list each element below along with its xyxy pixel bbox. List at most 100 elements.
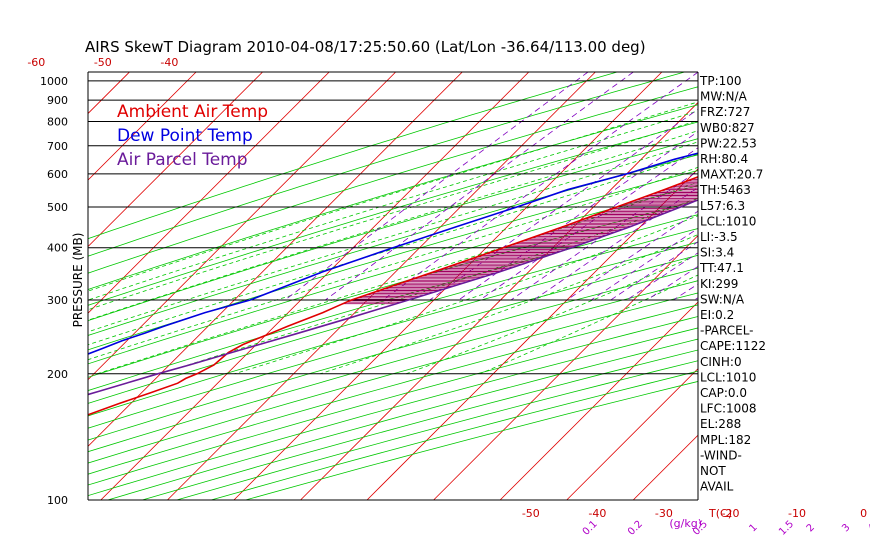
bottom-temp-tick-label: -20 — [722, 507, 740, 520]
pressure-tick-label: 100 — [47, 494, 68, 507]
index-entry: AVAIL — [700, 480, 734, 494]
index-entry: TH:5463 — [699, 183, 751, 197]
chart-title: AIRS SkewT Diagram 2010-04-08/17:25:50.6… — [85, 38, 646, 56]
dry-adiabat-line — [88, 185, 698, 365]
index-entry: PW:22.53 — [700, 136, 757, 150]
isotherm-line — [88, 72, 197, 181]
mixing-ratio-line — [382, 72, 698, 301]
isotherm-line — [88, 72, 130, 115]
index-entry: SI:3.4 — [700, 246, 734, 260]
pressure-lines — [88, 80, 698, 375]
dry-adiabat-line — [88, 228, 698, 404]
mixing-ratio-line — [646, 265, 698, 301]
dry-adiabat-line — [88, 280, 698, 453]
index-entry: FRZ:727 — [700, 105, 750, 119]
isotherm-line — [300, 101, 698, 500]
dry-adiabat-line — [88, 72, 618, 240]
mixing-ratio-tick-label: 1 — [747, 522, 759, 534]
isotherm-line — [167, 72, 596, 500]
bottom-temp-tick-label: -10 — [788, 507, 806, 520]
dry-adiabat-line — [210, 370, 698, 500]
mixing-ratio-tick-label: 0.1 — [581, 519, 600, 538]
index-entry: WB0:827 — [700, 121, 755, 135]
index-entry: L57:6.3 — [700, 199, 745, 213]
mixing-ratio-line — [284, 72, 589, 301]
isotherm-line — [88, 72, 263, 248]
index-entry: TP:100 — [699, 74, 742, 88]
legend-entry: Dew Point Temp — [117, 126, 253, 146]
index-entry: CAPE:1122 — [700, 339, 766, 353]
isotherm-line — [88, 72, 330, 314]
mixing-ratio-tick-label: 1.5 — [777, 519, 796, 538]
dry-adiabat-line — [88, 304, 698, 475]
moist-adiabat-line — [88, 120, 698, 311]
pressure-tick-label: 500 — [47, 201, 68, 214]
index-entry: MPL:182 — [700, 433, 751, 447]
pressure-tick-label: 800 — [47, 116, 68, 129]
isotherm-line — [766, 72, 870, 500]
bottom-temp-tick-label: -40 — [588, 507, 606, 520]
ambient-temp-line — [88, 175, 698, 416]
legend-entry: Ambient Air Temp — [117, 102, 268, 122]
dry-adiabat-line — [88, 316, 698, 486]
dry-adiabat-line — [88, 86, 698, 274]
dry-adiabat-line — [88, 199, 698, 378]
bottom-temp-tick-label: -50 — [522, 507, 540, 520]
index-entry: -PARCEL- — [700, 324, 754, 338]
mixing-ratio-line — [479, 147, 698, 301]
cape-hatch — [343, 177, 698, 305]
isotherm-line — [88, 72, 396, 381]
index-entry: MAXT:20.7 — [700, 168, 763, 182]
index-entry: EL:288 — [700, 417, 741, 431]
dry-adiabat-line — [88, 104, 698, 290]
index-entry: KI:299 — [700, 277, 738, 291]
isotherm-line — [566, 368, 698, 500]
index-entry: SW:N/A — [700, 292, 745, 306]
mixing-ratio-unit-label: (g/kg) — [669, 517, 702, 530]
pressure-tick-label: 600 — [47, 168, 68, 181]
index-entry: RH:80.4 — [700, 152, 748, 166]
dry-adiabat-line — [88, 121, 698, 306]
dry-adiabat-line — [88, 214, 698, 392]
bottom-temp-tick-label: -30 — [655, 507, 673, 520]
moist-adiabat-line — [405, 254, 698, 375]
mixing-ratio-line — [533, 186, 698, 301]
index-entry: LFC:1008 — [700, 402, 757, 416]
temperature-unit-label: T(C) — [708, 507, 732, 520]
index-entry: NOT — [700, 464, 726, 478]
moist-adiabat-line — [88, 101, 698, 292]
top-temp-tick-label: -40 — [160, 56, 178, 69]
profiles — [88, 152, 698, 416]
dry-adiabat-line — [88, 292, 698, 464]
index-entry: LCL:1010 — [700, 214, 756, 228]
isotherm-line — [88, 72, 463, 447]
dry-adiabat-line — [88, 138, 698, 322]
index-entry: LCL:1010 — [700, 370, 756, 384]
dry-adiabat-line — [88, 254, 698, 429]
background-lines — [88, 72, 870, 500]
moist-adiabat-line — [88, 141, 698, 333]
top-temp-tick-label: -60 — [27, 56, 45, 69]
index-entry: EI:0.2 — [700, 308, 734, 322]
index-entry: CINH:0 — [700, 355, 742, 369]
index-entry: CAP:0.0 — [700, 386, 747, 400]
dewpoint-line — [88, 152, 698, 355]
y-axis-label: PRESSURE (MB) — [71, 233, 85, 328]
legend-entry: Air Parcel Temp — [117, 150, 248, 170]
mixing-ratio-tick-label: 0.2 — [626, 519, 645, 538]
mixing-ratio-tick-label: 4 — [866, 522, 870, 534]
index-entry: LI:-3.5 — [700, 230, 738, 244]
pressure-tick-label: 700 — [47, 140, 68, 153]
legend: Ambient Air Temp Dew Point Temp Air Parcel… — [117, 102, 268, 170]
bottom-temp-tick-label: 0 — [860, 507, 867, 520]
dry-adiabat-line — [88, 267, 698, 441]
index-entry: TT:47.1 — [699, 261, 744, 275]
dry-adiabat-line — [88, 72, 685, 257]
mixing-ratio-tick-label: 2 — [805, 522, 817, 534]
pressure-tick-label: 300 — [47, 294, 68, 307]
pressure-tick-label: 400 — [47, 242, 68, 255]
index-entry: -WIND- — [700, 448, 742, 462]
mixing-ratio-tick-label: 3 — [840, 522, 852, 534]
